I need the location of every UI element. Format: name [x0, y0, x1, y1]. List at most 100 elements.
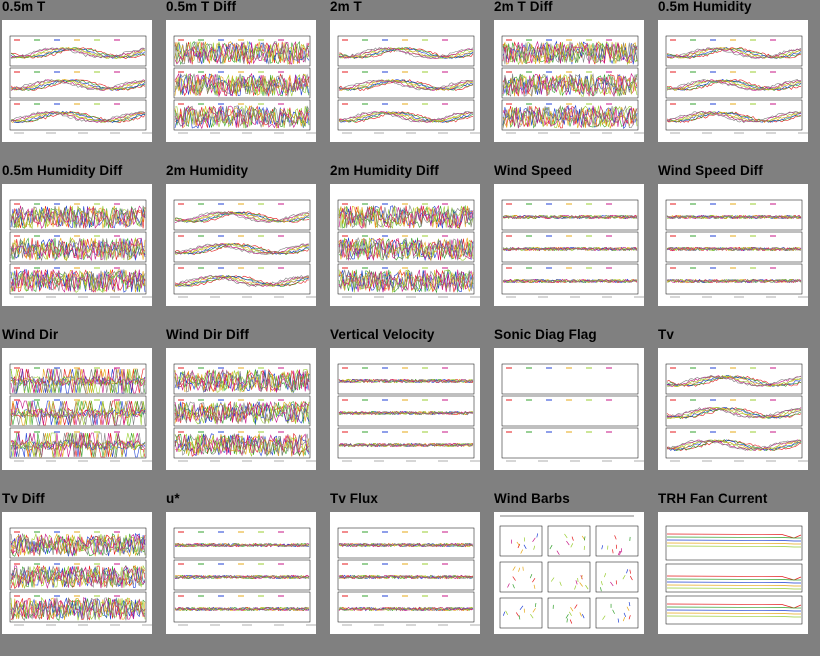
- plot-thumbnail-link[interactable]: [494, 184, 644, 306]
- subplot-frame: [173, 35, 311, 67]
- series-trace: [666, 246, 802, 252]
- series-trace: [10, 47, 146, 59]
- series-trace: [339, 442, 474, 448]
- wind-barb: [612, 549, 614, 554]
- wind-barb: [520, 549, 524, 554]
- series-trace: [666, 407, 802, 419]
- series-trace: [338, 542, 474, 548]
- series-trace: [666, 407, 802, 419]
- plot-thumbnail-link[interactable]: [166, 20, 316, 142]
- series-trace: [174, 105, 310, 130]
- plot-thumbnail-link[interactable]: [166, 512, 316, 634]
- subplot-frame: [337, 591, 475, 623]
- plot-thumbnail-link[interactable]: [2, 20, 152, 142]
- plot-thumbnail-link[interactable]: [494, 20, 644, 142]
- series-trace: [338, 574, 474, 580]
- panel-title: Wind Dir: [2, 327, 59, 342]
- series-trace: [174, 275, 309, 287]
- series-trace: [10, 532, 146, 557]
- series-trace: [338, 111, 474, 123]
- subplot-frame: [501, 199, 639, 231]
- plot-thumbnail-link[interactable]: [658, 20, 808, 142]
- wind-barb: [622, 574, 626, 580]
- wind-barb: [568, 611, 572, 616]
- barb-subplot: [499, 525, 543, 557]
- series-trace: [667, 375, 802, 387]
- plot-thumbnail-link[interactable]: [166, 348, 316, 470]
- panel-title: Sonic Diag Flag: [494, 327, 597, 342]
- series-trace: [10, 111, 146, 123]
- series-trace: [174, 401, 310, 424]
- series-trace: [667, 374, 802, 387]
- plot-thumbnail-link[interactable]: [658, 348, 808, 470]
- series-trace: [174, 275, 310, 288]
- series-trace: [338, 111, 474, 123]
- wind-barb: [570, 606, 574, 612]
- barb-subplot: [499, 597, 543, 629]
- wind-barb: [581, 574, 583, 580]
- series-trace: [666, 214, 802, 220]
- series-trace: [666, 374, 802, 387]
- plot-thumbnail-link[interactable]: [658, 512, 808, 634]
- plot-thumbnail-link[interactable]: [2, 512, 152, 634]
- subplot-frame: [501, 363, 639, 395]
- series-trace: [502, 105, 638, 129]
- plot-thumbnail-link[interactable]: [330, 512, 480, 634]
- wind-barb: [519, 605, 524, 611]
- panel-title: Wind Speed: [494, 163, 573, 178]
- plot-panel: Wind Speed: [492, 163, 656, 328]
- series-trace: [666, 439, 802, 451]
- series-trace: [10, 532, 146, 557]
- plot-thumbnail-link[interactable]: [494, 348, 644, 470]
- wind-barb: [564, 533, 568, 539]
- series-trace: [10, 565, 146, 589]
- series-trace: [338, 204, 474, 229]
- wind-barb: [529, 574, 533, 579]
- plot-panel: Wind Dir: [0, 327, 164, 492]
- plot-thumbnail-image: [337, 527, 480, 626]
- series-trace: [338, 410, 474, 415]
- series-trace: [10, 432, 146, 458]
- wind-barb: [619, 551, 622, 556]
- wind-barb: [612, 609, 615, 614]
- plot-thumbnail-link[interactable]: [166, 184, 316, 306]
- subplot-frame: [337, 199, 475, 231]
- plot-thumbnail-link[interactable]: [330, 348, 480, 470]
- series-trace: [174, 542, 310, 548]
- plot-thumbnail-link[interactable]: [2, 348, 152, 470]
- series-trace: [666, 111, 802, 123]
- plot-thumbnail-link[interactable]: [658, 184, 808, 306]
- series-trace: [666, 111, 802, 122]
- subplot-frame: [665, 563, 803, 593]
- panel-title: Vertical Velocity: [330, 327, 435, 342]
- plot-thumbnail-link[interactable]: [494, 512, 644, 634]
- plot-panel: 2m T: [328, 0, 492, 164]
- series-trace: [666, 79, 802, 91]
- series-trace: [502, 105, 638, 129]
- series-trace: [339, 378, 474, 384]
- wind-barb: [533, 545, 536, 550]
- plot-thumbnail-link[interactable]: [2, 184, 152, 306]
- wind-barb: [622, 617, 626, 622]
- series-trace: [666, 79, 802, 91]
- plot-thumbnail-link[interactable]: [330, 184, 480, 306]
- series-trace: [338, 111, 474, 123]
- subplot-frame: [173, 67, 311, 99]
- subplot-frame: [173, 427, 311, 459]
- series-trace: [174, 275, 310, 287]
- series-trace: [10, 111, 146, 124]
- subplot-frame: [337, 363, 475, 395]
- series-trace: [666, 406, 802, 419]
- series-trace: [174, 243, 310, 255]
- series-trace: [338, 410, 474, 416]
- series-trace: [666, 587, 801, 590]
- wind-barb: [518, 615, 521, 620]
- series-trace: [502, 74, 638, 97]
- series-trace: [338, 269, 474, 293]
- series-trace: [338, 606, 474, 612]
- plot-thumbnail-link[interactable]: [330, 20, 480, 142]
- series-trace: [666, 79, 801, 91]
- barb-subplot: [595, 597, 639, 629]
- series-trace: [338, 79, 474, 91]
- subplot-frame: [337, 263, 475, 295]
